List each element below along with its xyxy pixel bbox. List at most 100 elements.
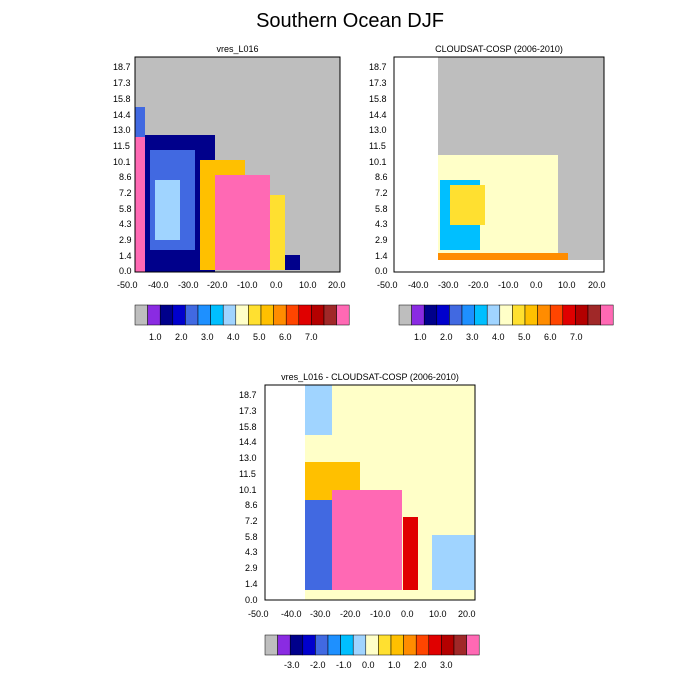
x-tick: -10.0 [237,280,258,290]
colorbar-label: 6.0 [544,332,557,342]
colorbar-swatch [378,634,392,656]
colorbar-label: 4.0 [227,332,240,342]
x-tick: -20.0 [468,280,489,290]
colorbar-swatch [453,634,467,656]
x-tick: -10.0 [498,280,519,290]
y-tick: 18.7 [369,62,387,72]
colorbar-label: 7.0 [570,332,583,342]
data-region [438,253,568,260]
panel-title: CLOUDSAT-COSP (2006-2010) [435,44,563,54]
x-tick: -20.0 [340,609,361,619]
colorbar-swatch [403,634,417,656]
y-tick: 17.3 [113,78,131,88]
y-tick: 8.6 [119,172,132,182]
colorbar-label: 1.0 [388,660,401,670]
y-tick: 7.2 [375,188,388,198]
colorbar-swatch [600,304,614,326]
x-tick: -50.0 [248,609,269,619]
y-tick: 15.8 [113,94,131,104]
colorbar-label: 2.0 [440,332,453,342]
y-tick: 1.4 [375,251,388,261]
colorbar-label: 5.0 [253,332,266,342]
x-tick: -50.0 [117,280,138,290]
colorbar-label: 1.0 [149,332,162,342]
colorbar-swatch [340,634,354,656]
colorbar-swatch [289,634,304,656]
y-tick: 13.0 [239,453,257,463]
data-region [285,255,300,270]
y-tick: 0.0 [375,266,388,276]
y-tick: 2.9 [245,563,258,573]
y-tick: 2.9 [119,235,132,245]
colorbar-swatch [264,634,278,656]
y-tick: 14.4 [369,110,387,120]
colorbar-swatch [365,634,379,656]
colorbar-label: -2.0 [310,660,326,670]
colorbar-swatch [315,634,329,656]
colorbar-label: 3.0 [201,332,214,342]
colorbar-swatch [390,634,404,656]
x-tick: 20.0 [588,280,606,290]
colorbar-label: 2.0 [414,660,427,670]
colorbar-label: 6.0 [279,332,292,342]
colorbar-label: 4.0 [492,332,505,342]
y-tick: 4.3 [245,547,258,557]
x-tick: 0.0 [270,280,283,290]
y-tick: 13.0 [113,125,131,135]
data-region [270,195,285,270]
panel-title: vres_L016 [216,44,259,54]
y-tick: 0.0 [119,266,132,276]
colorbar-swatch [415,634,430,656]
colorbar-swatch [302,634,316,656]
colorbar-swatch [277,634,291,656]
colorbar-label: 0.0 [362,660,375,670]
colorbar-label: 5.0 [518,332,531,342]
colorbar-label: -1.0 [336,660,352,670]
data-region [155,180,180,240]
y-tick: 17.3 [239,406,257,416]
colorbar-swatch [441,634,455,656]
colorbar-label: 2.0 [175,332,188,342]
y-tick: 18.7 [239,390,257,400]
x-tick: -30.0 [310,609,331,619]
y-tick: 5.8 [119,204,132,214]
x-tick: 20.0 [328,280,346,290]
panel-title: vres_L016 - CLOUDSAT-COSP (2006-2010) [281,372,459,382]
colorbar-label: 3.0 [440,660,453,670]
x-tick: -10.0 [370,609,391,619]
x-tick: 10.0 [558,280,576,290]
x-tick: -50.0 [377,280,398,290]
data-region [432,535,475,590]
y-tick: 8.6 [245,500,258,510]
x-tick: 10.0 [299,280,317,290]
colorbar-label: 1.0 [414,332,427,342]
y-tick: 10.1 [369,157,387,167]
y-tick: 1.4 [119,251,132,261]
colorbar-swatch [336,304,350,326]
colorbar-label: 3.0 [466,332,479,342]
y-tick: 15.8 [239,422,257,432]
plot-frame [393,56,605,273]
y-tick: 7.2 [245,516,258,526]
data-region [135,137,145,272]
data-region [450,185,485,225]
x-tick: 0.0 [401,609,414,619]
colorbar-swatch [327,634,341,656]
data-region [305,385,332,435]
plot-frame [264,384,476,601]
x-tick: -20.0 [207,280,228,290]
y-tick: 4.3 [375,219,388,229]
y-tick: 2.9 [375,235,388,245]
y-tick: 7.2 [119,188,132,198]
x-tick: -40.0 [281,609,302,619]
data-region [394,260,604,272]
x-tick: 10.0 [429,609,447,619]
y-tick: 8.6 [375,172,388,182]
data-region [215,175,270,270]
y-tick: 10.1 [239,485,257,495]
y-tick: 5.8 [375,204,388,214]
y-tick: 4.3 [119,219,132,229]
data-region [135,107,145,137]
y-tick: 15.8 [369,94,387,104]
plot-frame [134,56,341,273]
